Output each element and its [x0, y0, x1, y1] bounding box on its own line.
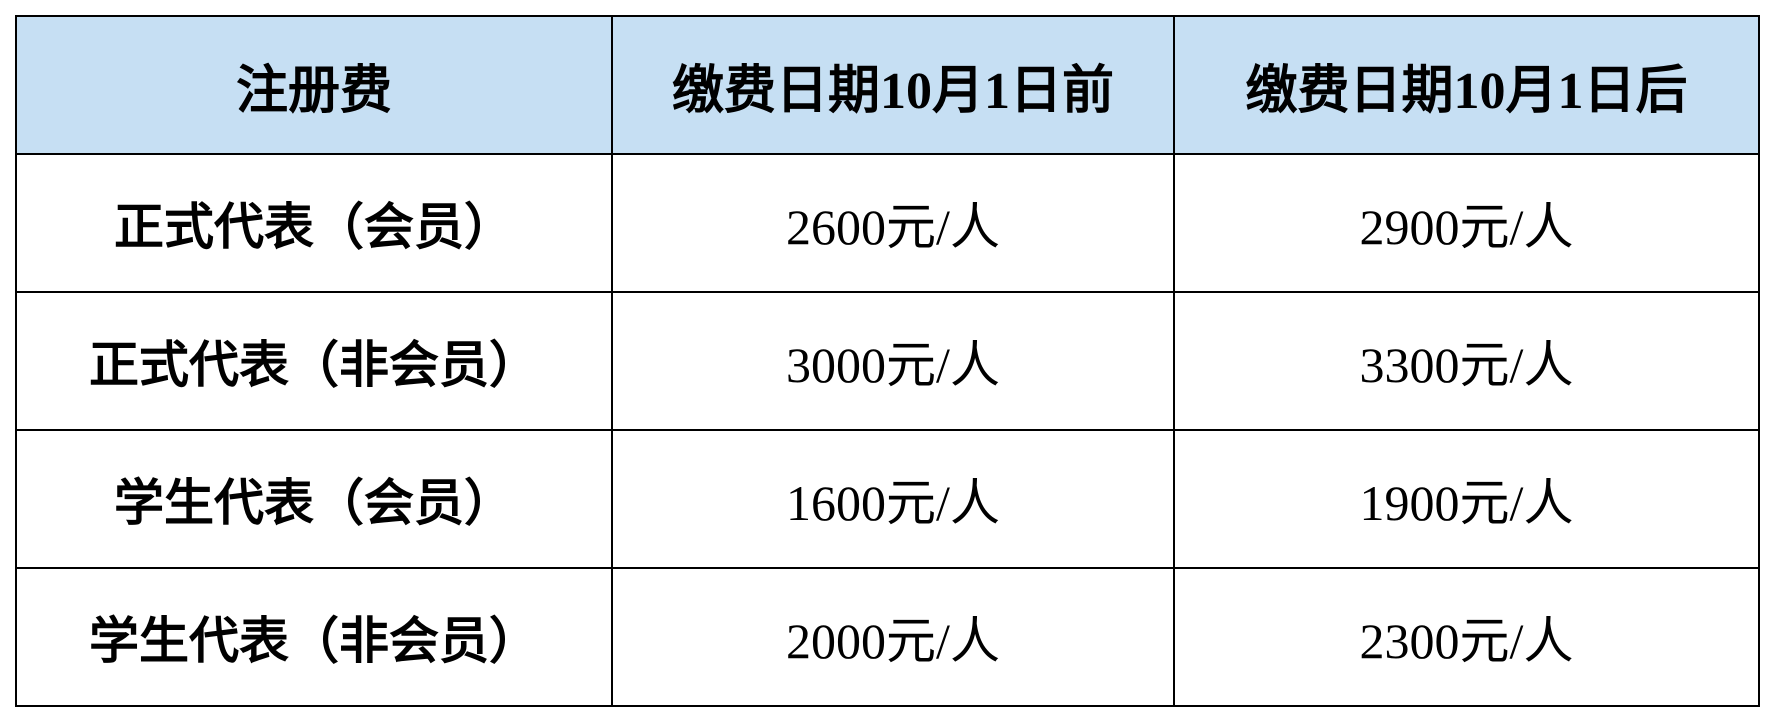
- registration-fee-table: 注册费 缴费日期10月1日前 缴费日期10月1日后 正式代表（会员） 2600元…: [15, 15, 1760, 707]
- fee-before: 1600元/人: [611, 429, 1175, 569]
- fee-after: 2900元/人: [1173, 153, 1760, 293]
- table-row: 学生代表（非会员） 2000元/人 2300元/人: [15, 567, 1760, 707]
- fee-before: 2000元/人: [611, 567, 1175, 707]
- fee-after: 2300元/人: [1173, 567, 1760, 707]
- fee-before: 2600元/人: [611, 153, 1175, 293]
- fee-before: 3000元/人: [611, 291, 1175, 431]
- header-row: 注册费 缴费日期10月1日前 缴费日期10月1日后: [15, 15, 1760, 155]
- table-row: 学生代表（会员） 1600元/人 1900元/人: [15, 429, 1760, 569]
- header-after-date: 缴费日期10月1日后: [1173, 15, 1760, 155]
- table-row: 正式代表（会员） 2600元/人 2900元/人: [15, 153, 1760, 293]
- fee-after: 3300元/人: [1173, 291, 1760, 431]
- fee-type: 正式代表（非会员）: [15, 291, 613, 431]
- fee-type: 学生代表（会员）: [15, 429, 613, 569]
- fee-type: 正式代表（会员）: [15, 153, 613, 293]
- table-row: 正式代表（非会员） 3000元/人 3300元/人: [15, 291, 1760, 431]
- header-fee-type: 注册费: [15, 15, 613, 155]
- fee-type: 学生代表（非会员）: [15, 567, 613, 707]
- fee-after: 1900元/人: [1173, 429, 1760, 569]
- header-before-date: 缴费日期10月1日前: [611, 15, 1175, 155]
